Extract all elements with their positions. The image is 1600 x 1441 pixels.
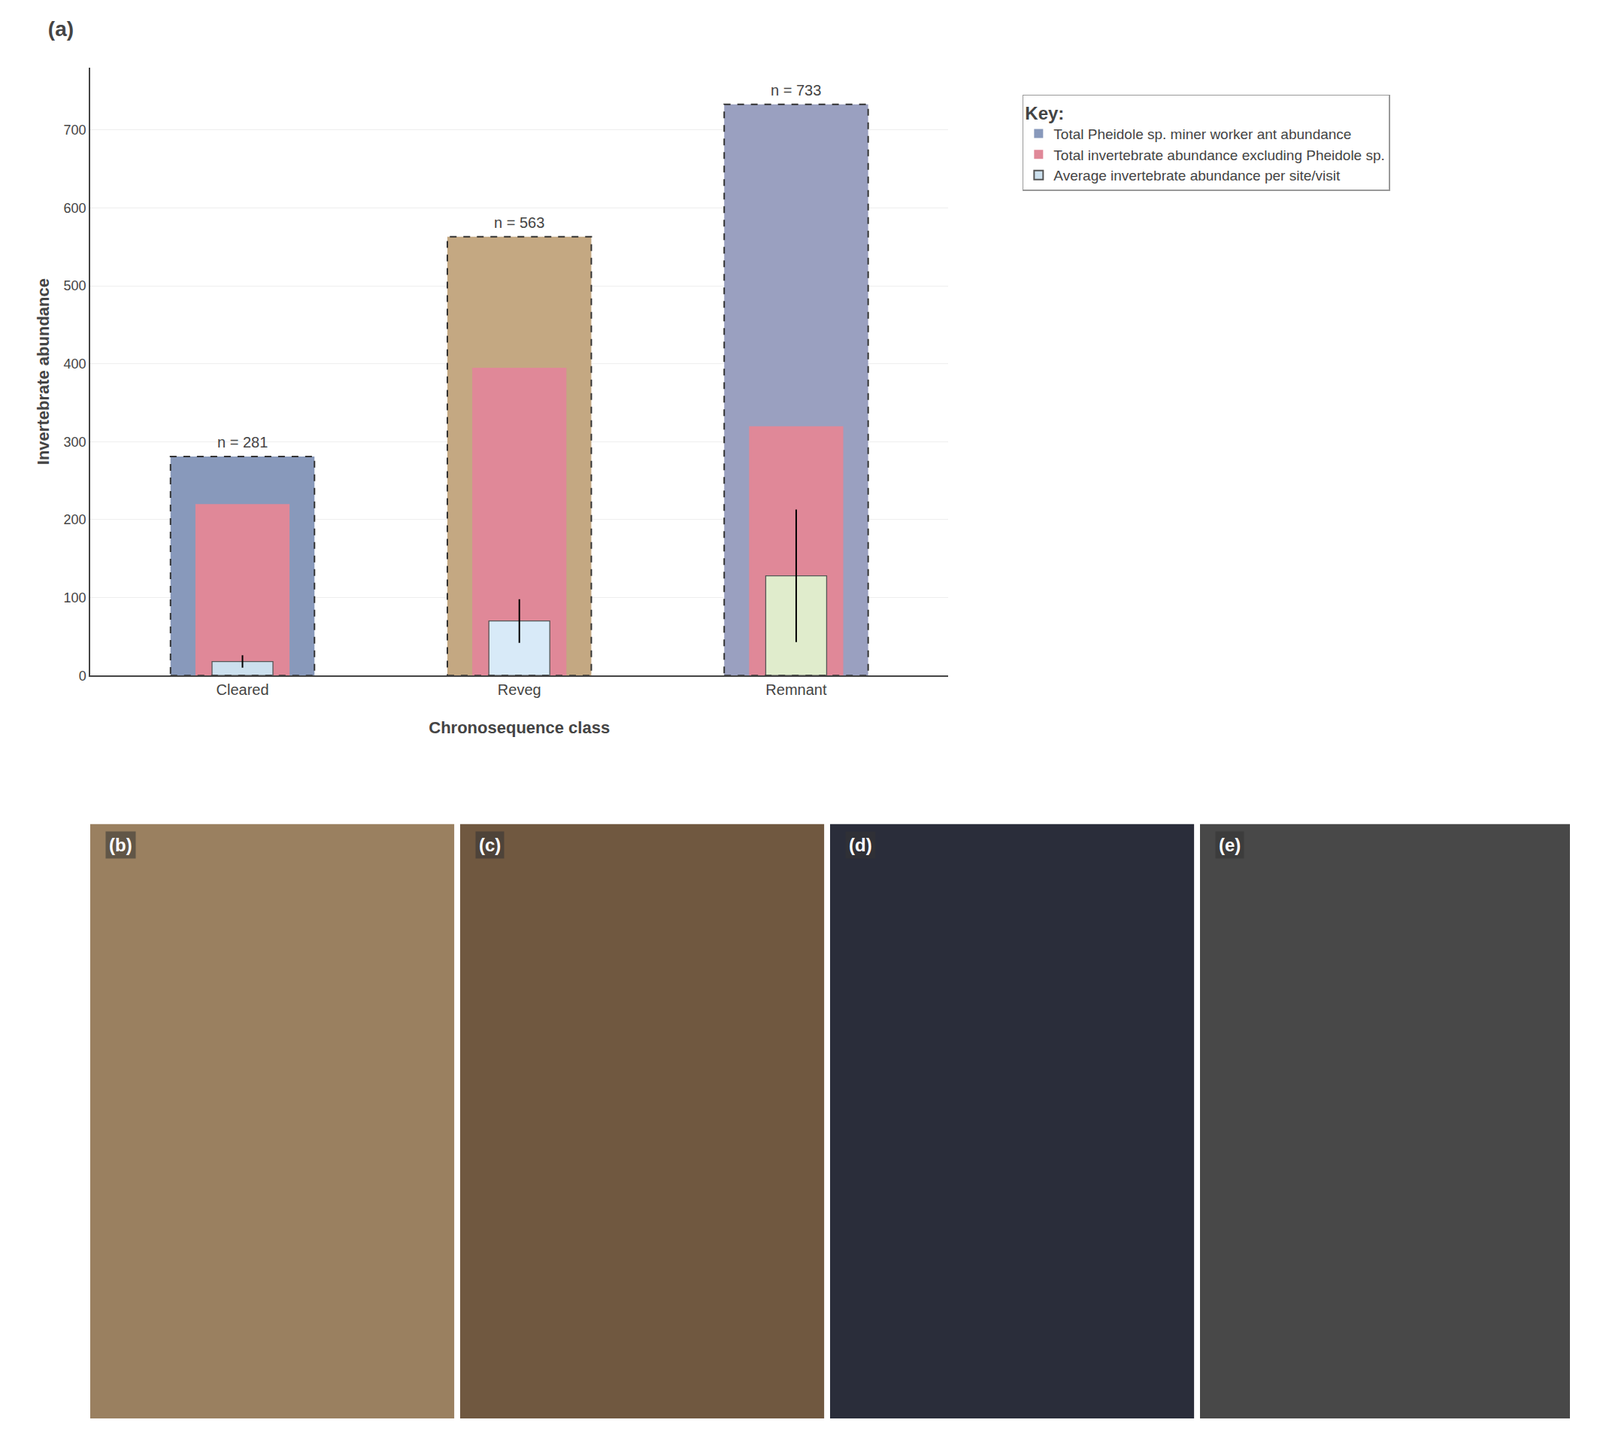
svg-text:Key:: Key: (1024, 103, 1064, 124)
svg-text:Cleared: Cleared (215, 681, 269, 698)
svg-text:Total Pheidole sp. miner worke: Total Pheidole sp. miner worker ant abun… (1053, 126, 1352, 143)
svg-text:500: 500 (63, 278, 87, 294)
svg-text:700: 700 (63, 122, 87, 138)
svg-text:0: 0 (78, 668, 87, 684)
svg-text:(e): (e) (1218, 834, 1241, 855)
svg-text:Remnant: Remnant (765, 681, 828, 698)
svg-text:100: 100 (63, 590, 87, 606)
svg-text:(d): (d) (848, 834, 873, 855)
svg-text:n = 281: n = 281 (217, 433, 268, 451)
svg-text:Total invertebrate abundance e: Total invertebrate abundance excluding P… (1053, 147, 1385, 164)
svg-text:n = 563: n = 563 (493, 214, 545, 231)
svg-text:400: 400 (63, 356, 87, 372)
svg-text:600: 600 (63, 200, 87, 216)
svg-text:Average invertebrate abundance: Average invertebrate abundance per site/… (1053, 167, 1341, 184)
svg-text:300: 300 (63, 434, 87, 450)
svg-text:(c): (c) (478, 834, 501, 855)
svg-text:Invertebrate abundance: Invertebrate abundance (34, 278, 54, 465)
svg-text:Reveg: Reveg (497, 681, 542, 698)
svg-text:(a): (a) (48, 17, 74, 41)
svg-text:n = 733: n = 733 (770, 81, 822, 99)
svg-text:(b): (b) (109, 834, 133, 855)
svg-text:200: 200 (63, 512, 87, 528)
svg-text:Chronosequence class: Chronosequence class (428, 718, 610, 737)
